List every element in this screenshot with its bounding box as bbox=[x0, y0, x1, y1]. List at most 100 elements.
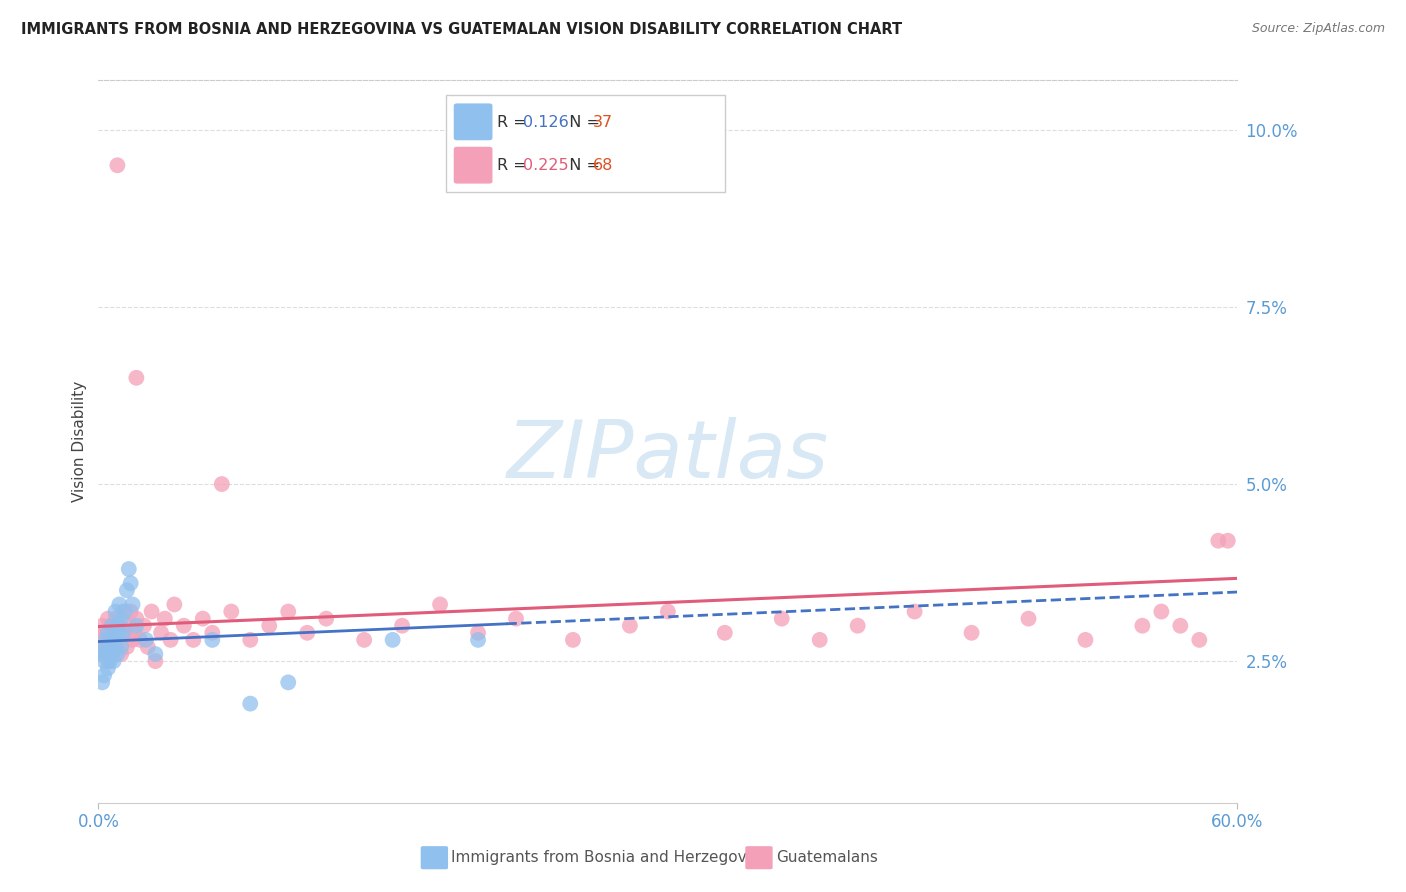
Point bbox=[121, 598, 143, 612]
Point bbox=[129, 632, 152, 647]
Point bbox=[107, 647, 129, 661]
Point bbox=[125, 371, 148, 385]
Point bbox=[173, 618, 195, 632]
Point bbox=[211, 477, 233, 491]
Y-axis label: Vision Disability: Vision Disability bbox=[72, 381, 87, 502]
Point bbox=[93, 668, 115, 682]
Point bbox=[114, 605, 136, 619]
Point bbox=[846, 618, 869, 632]
Point bbox=[353, 632, 375, 647]
Point bbox=[1018, 612, 1040, 626]
Text: N =: N = bbox=[558, 115, 605, 129]
Point bbox=[91, 640, 114, 654]
Point bbox=[100, 647, 122, 661]
FancyBboxPatch shape bbox=[745, 847, 773, 870]
FancyBboxPatch shape bbox=[446, 95, 725, 193]
Point bbox=[108, 618, 131, 632]
Point bbox=[141, 605, 163, 619]
Text: R =: R = bbox=[498, 115, 531, 129]
Point bbox=[103, 640, 125, 654]
Text: 0.225: 0.225 bbox=[523, 158, 569, 173]
Point bbox=[145, 654, 167, 668]
Point bbox=[239, 697, 262, 711]
Point bbox=[98, 654, 121, 668]
Point bbox=[97, 661, 120, 675]
Point bbox=[183, 632, 205, 647]
Point bbox=[1074, 632, 1097, 647]
Point bbox=[297, 625, 319, 640]
Point bbox=[381, 632, 404, 647]
Point bbox=[153, 612, 176, 626]
Point bbox=[132, 618, 155, 632]
Point bbox=[120, 576, 142, 591]
Point bbox=[107, 618, 129, 632]
Point bbox=[89, 632, 111, 647]
Point bbox=[467, 632, 489, 647]
Point bbox=[97, 654, 120, 668]
Point bbox=[163, 598, 186, 612]
Text: N =: N = bbox=[558, 158, 605, 173]
Text: Guatemalans: Guatemalans bbox=[776, 850, 877, 865]
Text: 0.126: 0.126 bbox=[523, 115, 569, 129]
Point bbox=[110, 612, 132, 626]
Point bbox=[201, 632, 224, 647]
Point bbox=[112, 605, 135, 619]
Text: 37: 37 bbox=[593, 115, 613, 129]
Point bbox=[104, 612, 127, 626]
FancyBboxPatch shape bbox=[454, 147, 492, 184]
Point bbox=[150, 625, 173, 640]
Point bbox=[135, 632, 157, 647]
Point bbox=[107, 632, 129, 647]
Point bbox=[103, 654, 125, 668]
Point bbox=[115, 583, 138, 598]
Point bbox=[191, 612, 214, 626]
Point bbox=[125, 618, 148, 632]
Point bbox=[100, 618, 122, 632]
Point bbox=[904, 605, 927, 619]
Point bbox=[93, 647, 115, 661]
Point bbox=[159, 632, 181, 647]
Point bbox=[104, 605, 127, 619]
Point bbox=[277, 675, 299, 690]
Point bbox=[657, 605, 679, 619]
Point bbox=[505, 612, 527, 626]
Point bbox=[467, 625, 489, 640]
Point bbox=[100, 647, 122, 661]
Point bbox=[391, 618, 413, 632]
Point bbox=[110, 640, 132, 654]
FancyBboxPatch shape bbox=[420, 847, 449, 870]
Point bbox=[89, 647, 111, 661]
Point bbox=[107, 158, 129, 172]
Point bbox=[115, 640, 138, 654]
Text: IMMIGRANTS FROM BOSNIA AND HERZEGOVINA VS GUATEMALAN VISION DISABILITY CORRELATI: IMMIGRANTS FROM BOSNIA AND HERZEGOVINA V… bbox=[21, 22, 903, 37]
Point bbox=[94, 647, 117, 661]
Point bbox=[112, 625, 135, 640]
Text: 68: 68 bbox=[593, 158, 613, 173]
Point bbox=[315, 612, 337, 626]
Point bbox=[118, 618, 141, 632]
FancyBboxPatch shape bbox=[454, 103, 492, 140]
Point bbox=[145, 647, 167, 661]
Point bbox=[136, 640, 159, 654]
Point bbox=[98, 640, 121, 654]
Point bbox=[91, 618, 114, 632]
Point bbox=[1216, 533, 1239, 548]
Point bbox=[100, 618, 122, 632]
Point bbox=[714, 625, 737, 640]
Point bbox=[103, 632, 125, 647]
Point bbox=[201, 625, 224, 640]
Point bbox=[770, 612, 793, 626]
Point bbox=[94, 640, 117, 654]
Point bbox=[94, 632, 117, 647]
Point bbox=[98, 632, 121, 647]
Point bbox=[619, 618, 641, 632]
Point bbox=[239, 632, 262, 647]
Point bbox=[124, 625, 146, 640]
Point bbox=[108, 625, 131, 640]
Point bbox=[277, 605, 299, 619]
Point bbox=[125, 612, 148, 626]
Point bbox=[91, 675, 114, 690]
Text: Immigrants from Bosnia and Herzegovina: Immigrants from Bosnia and Herzegovina bbox=[451, 850, 770, 865]
Point bbox=[562, 632, 585, 647]
Point bbox=[808, 632, 831, 647]
